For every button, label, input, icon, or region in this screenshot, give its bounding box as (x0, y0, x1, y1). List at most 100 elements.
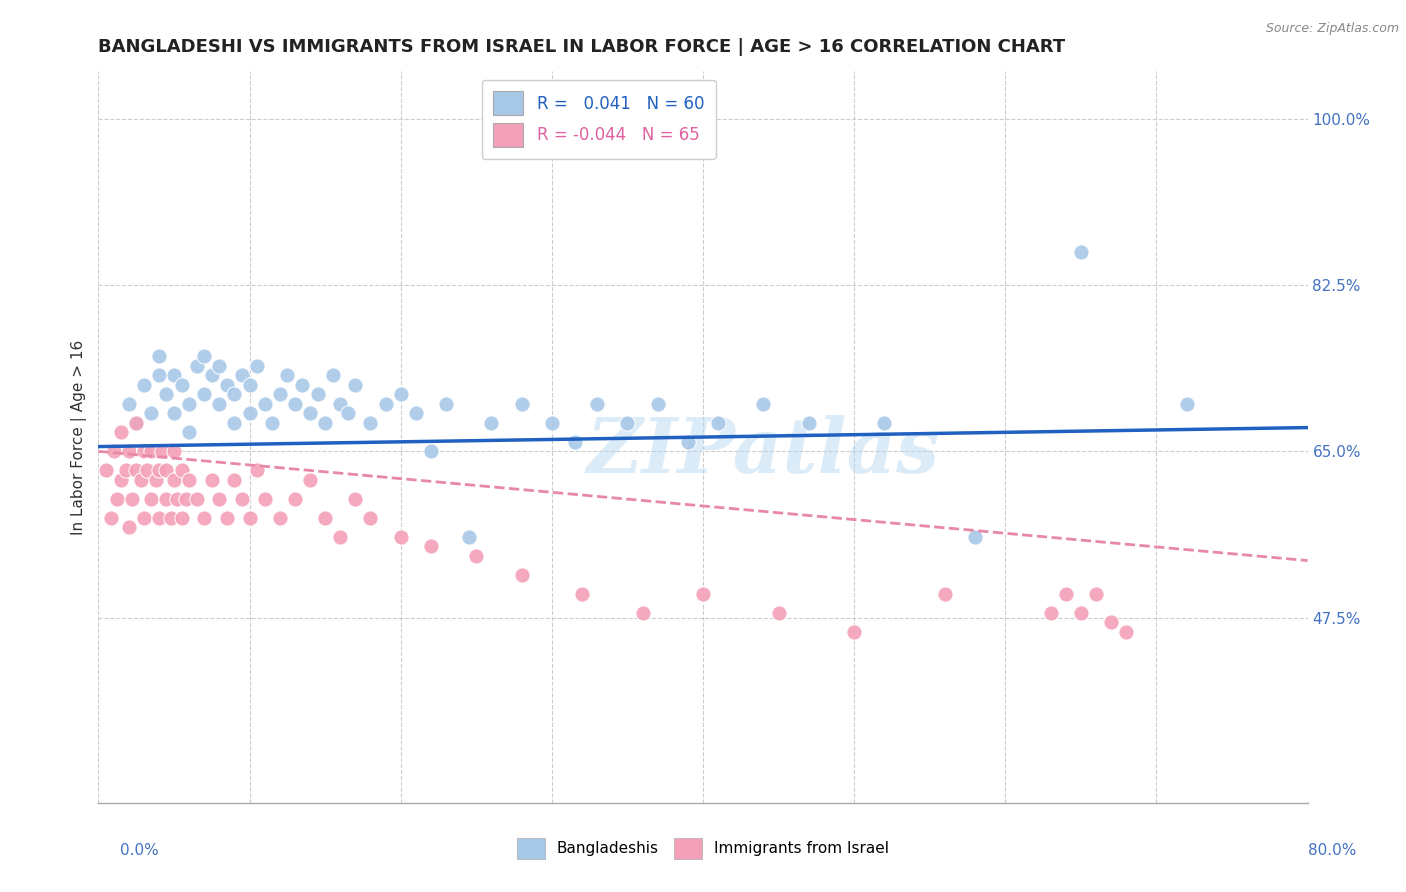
Point (676, 434, 699, 449)
Point (276, 368, 298, 383)
Text: Source: ZipAtlas.com: Source: ZipAtlas.com (1265, 22, 1399, 36)
Point (186, 491, 208, 506)
Point (1070, 606, 1092, 620)
Point (141, 491, 163, 506)
Point (141, 444, 163, 458)
Point (284, 397, 307, 411)
Point (336, 406, 359, 420)
Point (269, 511, 291, 525)
Point (405, 406, 427, 420)
Point (631, 606, 654, 620)
Point (692, 587, 714, 601)
Point (1054, 587, 1077, 601)
Point (647, 397, 669, 411)
Point (752, 397, 775, 411)
Point (129, 473, 152, 487)
Point (193, 387, 215, 401)
Point (934, 587, 956, 601)
Point (163, 444, 186, 458)
Point (135, 463, 157, 477)
Point (374, 397, 396, 411)
Point (329, 397, 352, 411)
Point (125, 463, 148, 477)
Point (231, 491, 253, 506)
Y-axis label: In Labor Force | Age > 16: In Labor Force | Age > 16 (72, 340, 87, 534)
Point (110, 425, 132, 440)
Point (148, 349, 170, 363)
Point (186, 359, 208, 373)
Point (170, 377, 193, 392)
Point (201, 368, 224, 383)
Point (179, 473, 201, 487)
Point (420, 539, 443, 553)
Point (148, 463, 170, 477)
Point (148, 511, 170, 525)
Point (118, 444, 141, 458)
Point (145, 473, 167, 487)
Point (1085, 587, 1108, 601)
Point (163, 473, 186, 487)
Point (707, 416, 730, 430)
Point (239, 377, 262, 392)
Point (873, 416, 896, 430)
Point (163, 368, 186, 383)
Point (322, 368, 344, 383)
Point (246, 359, 269, 373)
Point (434, 397, 457, 411)
Text: BANGLADESHI VS IMMIGRANTS FROM ISRAEL IN LABOR FORCE | AGE > 16 CORRELATION CHAR: BANGLADESHI VS IMMIGRANTS FROM ISRAEL IN… (98, 38, 1066, 56)
Point (284, 491, 307, 506)
Point (166, 491, 188, 506)
Point (768, 606, 790, 620)
Point (457, 530, 479, 544)
Point (420, 444, 443, 458)
Point (215, 511, 238, 525)
Point (100, 511, 122, 525)
Point (299, 473, 322, 487)
Point (121, 491, 143, 506)
Point (118, 520, 141, 534)
Point (148, 368, 170, 383)
Point (155, 387, 177, 401)
Point (215, 377, 238, 392)
Point (239, 511, 262, 525)
Point (329, 530, 352, 544)
Point (1175, 397, 1198, 411)
Point (193, 511, 215, 525)
Point (224, 473, 246, 487)
Legend: Bangladeshis, Immigrants from Israel: Bangladeshis, Immigrants from Israel (508, 829, 898, 868)
Text: 80.0%: 80.0% (1309, 843, 1357, 858)
Point (844, 624, 866, 639)
Point (103, 444, 125, 458)
Point (174, 491, 197, 506)
Point (155, 463, 177, 477)
Point (344, 377, 367, 392)
Point (208, 397, 231, 411)
Point (616, 416, 638, 430)
Point (586, 397, 609, 411)
Point (389, 530, 412, 544)
Point (160, 511, 183, 525)
Point (253, 397, 276, 411)
Point (1099, 615, 1122, 630)
Point (193, 349, 215, 363)
Point (389, 387, 412, 401)
Point (231, 368, 253, 383)
Point (170, 511, 193, 525)
Text: 0.0%: 0.0% (120, 843, 159, 858)
Text: ZIPatlas: ZIPatlas (586, 415, 941, 489)
Point (564, 434, 586, 449)
Point (246, 463, 269, 477)
Point (360, 511, 382, 525)
Point (170, 463, 193, 477)
Point (163, 406, 186, 420)
Point (224, 387, 246, 401)
Point (269, 387, 291, 401)
Point (510, 397, 533, 411)
Point (125, 416, 148, 430)
Point (150, 444, 173, 458)
Point (110, 473, 132, 487)
Point (1070, 244, 1092, 259)
Point (1039, 606, 1062, 620)
Point (465, 549, 488, 563)
Point (132, 444, 155, 458)
